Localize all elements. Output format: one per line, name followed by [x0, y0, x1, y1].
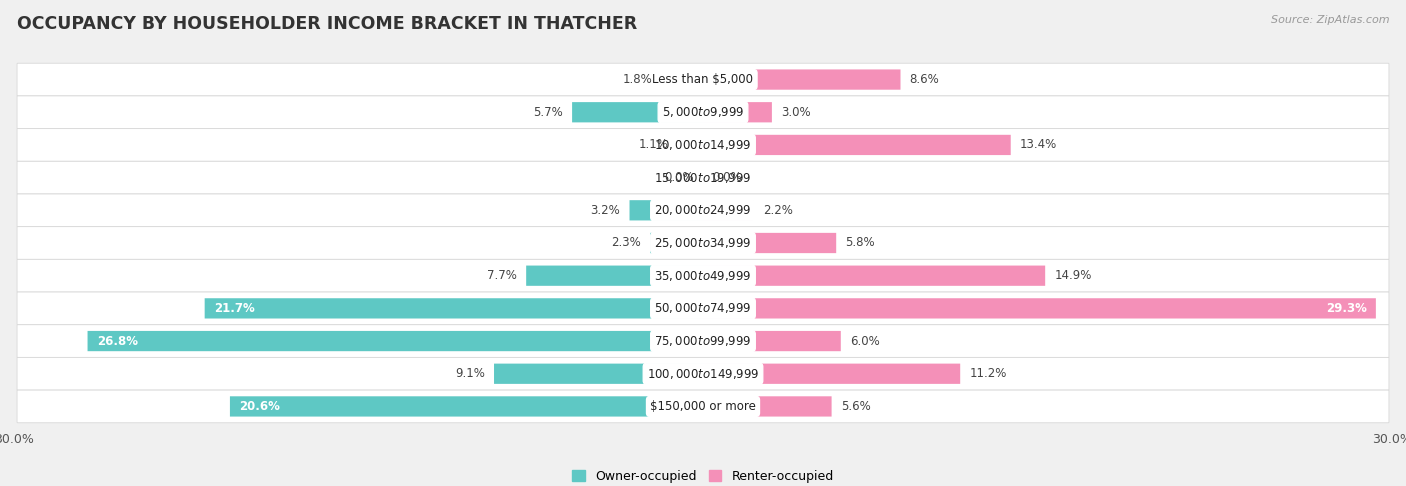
Text: 2.2%: 2.2% [762, 204, 793, 217]
Text: 11.2%: 11.2% [969, 367, 1007, 380]
Text: 21.7%: 21.7% [214, 302, 254, 315]
Text: $75,000 to $99,999: $75,000 to $99,999 [654, 334, 752, 348]
Text: 3.0%: 3.0% [782, 106, 811, 119]
FancyBboxPatch shape [17, 292, 1389, 325]
FancyBboxPatch shape [17, 260, 1389, 292]
Text: $20,000 to $24,999: $20,000 to $24,999 [654, 203, 752, 217]
Text: $35,000 to $49,999: $35,000 to $49,999 [654, 269, 752, 283]
Text: 6.0%: 6.0% [851, 334, 880, 347]
FancyBboxPatch shape [703, 396, 831, 417]
FancyBboxPatch shape [526, 265, 703, 286]
FancyBboxPatch shape [630, 200, 703, 221]
FancyBboxPatch shape [703, 265, 1045, 286]
FancyBboxPatch shape [572, 102, 703, 122]
FancyBboxPatch shape [703, 364, 960, 384]
FancyBboxPatch shape [17, 63, 1389, 96]
Text: 29.3%: 29.3% [1326, 302, 1367, 315]
FancyBboxPatch shape [231, 396, 703, 417]
Text: 0.0%: 0.0% [713, 171, 742, 184]
Text: $10,000 to $14,999: $10,000 to $14,999 [654, 138, 752, 152]
Text: Less than $5,000: Less than $5,000 [652, 73, 754, 86]
Text: $5,000 to $9,999: $5,000 to $9,999 [662, 105, 744, 119]
FancyBboxPatch shape [703, 298, 1376, 318]
FancyBboxPatch shape [678, 135, 703, 155]
FancyBboxPatch shape [494, 364, 703, 384]
FancyBboxPatch shape [205, 298, 703, 318]
Text: OCCUPANCY BY HOUSEHOLDER INCOME BRACKET IN THATCHER: OCCUPANCY BY HOUSEHOLDER INCOME BRACKET … [17, 15, 637, 33]
Text: 26.8%: 26.8% [97, 334, 138, 347]
Text: 14.9%: 14.9% [1054, 269, 1091, 282]
Legend: Owner-occupied, Renter-occupied: Owner-occupied, Renter-occupied [568, 465, 838, 486]
FancyBboxPatch shape [703, 102, 772, 122]
Text: 13.4%: 13.4% [1019, 139, 1057, 152]
Text: $150,000 or more: $150,000 or more [650, 400, 756, 413]
Text: 5.6%: 5.6% [841, 400, 870, 413]
Text: 1.1%: 1.1% [638, 139, 669, 152]
Text: $100,000 to $149,999: $100,000 to $149,999 [647, 367, 759, 381]
FancyBboxPatch shape [703, 69, 900, 90]
FancyBboxPatch shape [650, 233, 703, 253]
FancyBboxPatch shape [17, 390, 1389, 423]
FancyBboxPatch shape [17, 129, 1389, 161]
Text: 7.7%: 7.7% [486, 269, 517, 282]
FancyBboxPatch shape [17, 161, 1389, 194]
Text: 2.3%: 2.3% [612, 237, 641, 249]
Text: 1.8%: 1.8% [623, 73, 652, 86]
Text: $15,000 to $19,999: $15,000 to $19,999 [654, 171, 752, 185]
FancyBboxPatch shape [703, 200, 754, 221]
Text: 3.2%: 3.2% [591, 204, 620, 217]
Text: $25,000 to $34,999: $25,000 to $34,999 [654, 236, 752, 250]
FancyBboxPatch shape [17, 194, 1389, 226]
Text: $50,000 to $74,999: $50,000 to $74,999 [654, 301, 752, 315]
Text: 8.6%: 8.6% [910, 73, 939, 86]
FancyBboxPatch shape [703, 233, 837, 253]
FancyBboxPatch shape [87, 331, 703, 351]
FancyBboxPatch shape [703, 135, 1011, 155]
FancyBboxPatch shape [17, 357, 1389, 390]
FancyBboxPatch shape [17, 226, 1389, 260]
FancyBboxPatch shape [17, 96, 1389, 129]
Text: 20.6%: 20.6% [239, 400, 280, 413]
Text: 5.7%: 5.7% [533, 106, 562, 119]
FancyBboxPatch shape [17, 325, 1389, 357]
FancyBboxPatch shape [703, 331, 841, 351]
Text: Source: ZipAtlas.com: Source: ZipAtlas.com [1271, 15, 1389, 25]
FancyBboxPatch shape [662, 69, 703, 90]
Text: 5.8%: 5.8% [845, 237, 875, 249]
Text: 0.0%: 0.0% [664, 171, 693, 184]
Text: 9.1%: 9.1% [456, 367, 485, 380]
